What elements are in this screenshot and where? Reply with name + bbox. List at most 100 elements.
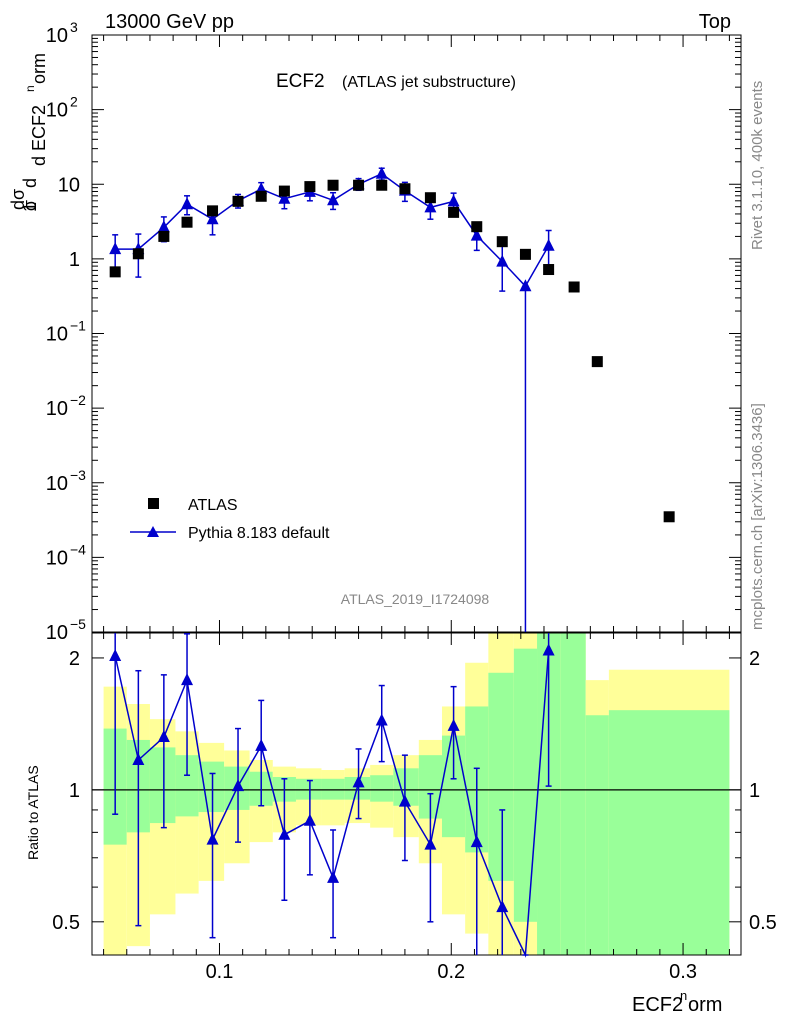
- main-y-axis-label: 1 σ d dσ d ECF2 n orm: [8, 53, 49, 212]
- x-axis-label: ECF2 n orm: [632, 988, 722, 1016]
- rivet-version-label: Rivet 3.1.10, 400k events: [749, 81, 766, 250]
- ylabel-d: d: [20, 178, 40, 188]
- ratio-band-green: [608, 710, 730, 955]
- ratio-y-tick-label: 0.5: [52, 912, 80, 934]
- atlas-point: [471, 221, 483, 233]
- pythia-point: [424, 200, 437, 213]
- ratio-band-green: [488, 672, 514, 881]
- main-y-tick-label: 10: [58, 174, 80, 196]
- atlas-point: [399, 183, 411, 195]
- ratio-pythia-point: [232, 779, 245, 792]
- main-y-tick-label: 10: [46, 473, 68, 495]
- ratio-y-tick-label-right: 2: [749, 648, 760, 670]
- ylabel-one: 1: [20, 202, 40, 212]
- pythia-point: [327, 193, 340, 206]
- mcplots-source-label: mcplots.cern.ch [arXiv:1306.3436]: [749, 403, 766, 630]
- ratio-y-tick-label: 1: [69, 780, 80, 802]
- legend-pythia-label: Pythia 8.183 default: [188, 525, 330, 542]
- atlas-point: [158, 230, 170, 242]
- atlas-point: [232, 195, 244, 207]
- main-y-tick-exponent: 3: [70, 19, 78, 35]
- atlas-point: [591, 356, 603, 368]
- pythia-point: [519, 279, 532, 292]
- ylabel-sigma: σ: [20, 200, 40, 211]
- atlas-point: [278, 185, 290, 197]
- legend-pythia-marker: [147, 526, 159, 537]
- legend-atlas-marker: [148, 498, 159, 509]
- ratio-plot-area: 0.1 0.2 0.3 0.5 0.5 1 1 2 2: [52, 632, 777, 983]
- ratio-pythia-point: [206, 832, 219, 845]
- pythia-point: [447, 194, 460, 207]
- ratio-frame: [91, 632, 742, 956]
- main-y-tick-exponent: −4: [70, 541, 86, 557]
- atlas-point: [424, 192, 436, 204]
- x-tick-label: 0.1: [206, 961, 234, 983]
- ratio-pythia-point: [542, 643, 555, 656]
- ratio-band-green: [560, 633, 586, 955]
- ratio-pythia-point: [470, 835, 483, 848]
- main-frame: [91, 34, 742, 633]
- pythia-point: [181, 197, 194, 210]
- atlas-point: [304, 181, 316, 193]
- ratio-band-green: [441, 735, 466, 838]
- plot-title: ECF2: [276, 71, 325, 92]
- main-y-tick-exponent: −5: [70, 616, 86, 632]
- ylabel-dsigma: dσ: [8, 189, 28, 210]
- main-y-tick-exponent: −3: [70, 467, 86, 483]
- ratio-pythia-point: [303, 813, 316, 826]
- ratio-band-green: [198, 761, 225, 813]
- ratio-y-tick-label-right: 0.5: [749, 912, 777, 934]
- ratio-band-green: [585, 715, 609, 955]
- atlas-point: [109, 266, 121, 278]
- main-y-tick-label: 10: [46, 100, 68, 122]
- atlas-point: [376, 179, 388, 191]
- main-y-tick-label: 10: [46, 25, 68, 47]
- pythia-point: [206, 212, 219, 225]
- main-y-tick-label: 10: [46, 398, 68, 420]
- ratio-pythia-point: [132, 752, 145, 765]
- ratio-pythia-point: [352, 775, 365, 788]
- ratio-y-tick-label: 2: [69, 648, 80, 670]
- plot-subtitle: (ATLAS jet substructure): [342, 74, 516, 91]
- main-y-tick-exponent: 2: [70, 94, 78, 110]
- pythia-point: [375, 166, 388, 179]
- atlas-point: [496, 236, 508, 248]
- ratio-band-green: [513, 648, 538, 922]
- ratio-band-green: [418, 755, 442, 819]
- atlas-point: [543, 264, 555, 276]
- ratio-pythia-point: [496, 900, 509, 913]
- ylabel-decf: d ECF2: [29, 105, 49, 166]
- pythia-point: [278, 191, 291, 204]
- main-y-tick-exponent: −1: [70, 318, 86, 334]
- legend-atlas-label: ATLAS: [188, 497, 238, 514]
- pythia-point: [470, 228, 483, 241]
- atlas-point: [568, 281, 580, 293]
- ratio-band-green: [321, 778, 345, 800]
- main-y-tick-label: 10: [46, 622, 68, 644]
- ratio-pythia-point: [447, 718, 460, 731]
- ratio-pythia-point: [255, 738, 268, 751]
- atlas-point: [519, 248, 531, 260]
- x-tick-label: 0.2: [437, 961, 465, 983]
- main-y-tick-label: 10: [46, 547, 68, 569]
- header-energy-label: 13000 GeV pp: [105, 11, 234, 33]
- atlas-point: [132, 248, 144, 260]
- ratio-pythia-point: [327, 870, 340, 883]
- pythia-point: [496, 254, 509, 267]
- ratio-band-green: [370, 775, 394, 802]
- main-y-tick-exponent: −2: [70, 392, 86, 408]
- xlabel-base: ECF2: [632, 994, 683, 1016]
- ratio-band-green: [149, 747, 176, 824]
- xlabel-tail: orm: [688, 994, 722, 1016]
- main-y-tick-label: 1: [69, 249, 80, 271]
- ratio-y-axis-label: Ratio to ATLAS: [25, 765, 41, 860]
- atlas-point: [663, 511, 675, 523]
- ratio-y-tick-label-right: 1: [749, 780, 760, 802]
- ratio-band-green: [295, 778, 322, 800]
- ratio-pythia-point: [181, 673, 194, 686]
- x-tick-label: 0.3: [669, 961, 697, 983]
- ylabel-sup: n: [23, 85, 37, 92]
- atlas-point: [255, 190, 267, 202]
